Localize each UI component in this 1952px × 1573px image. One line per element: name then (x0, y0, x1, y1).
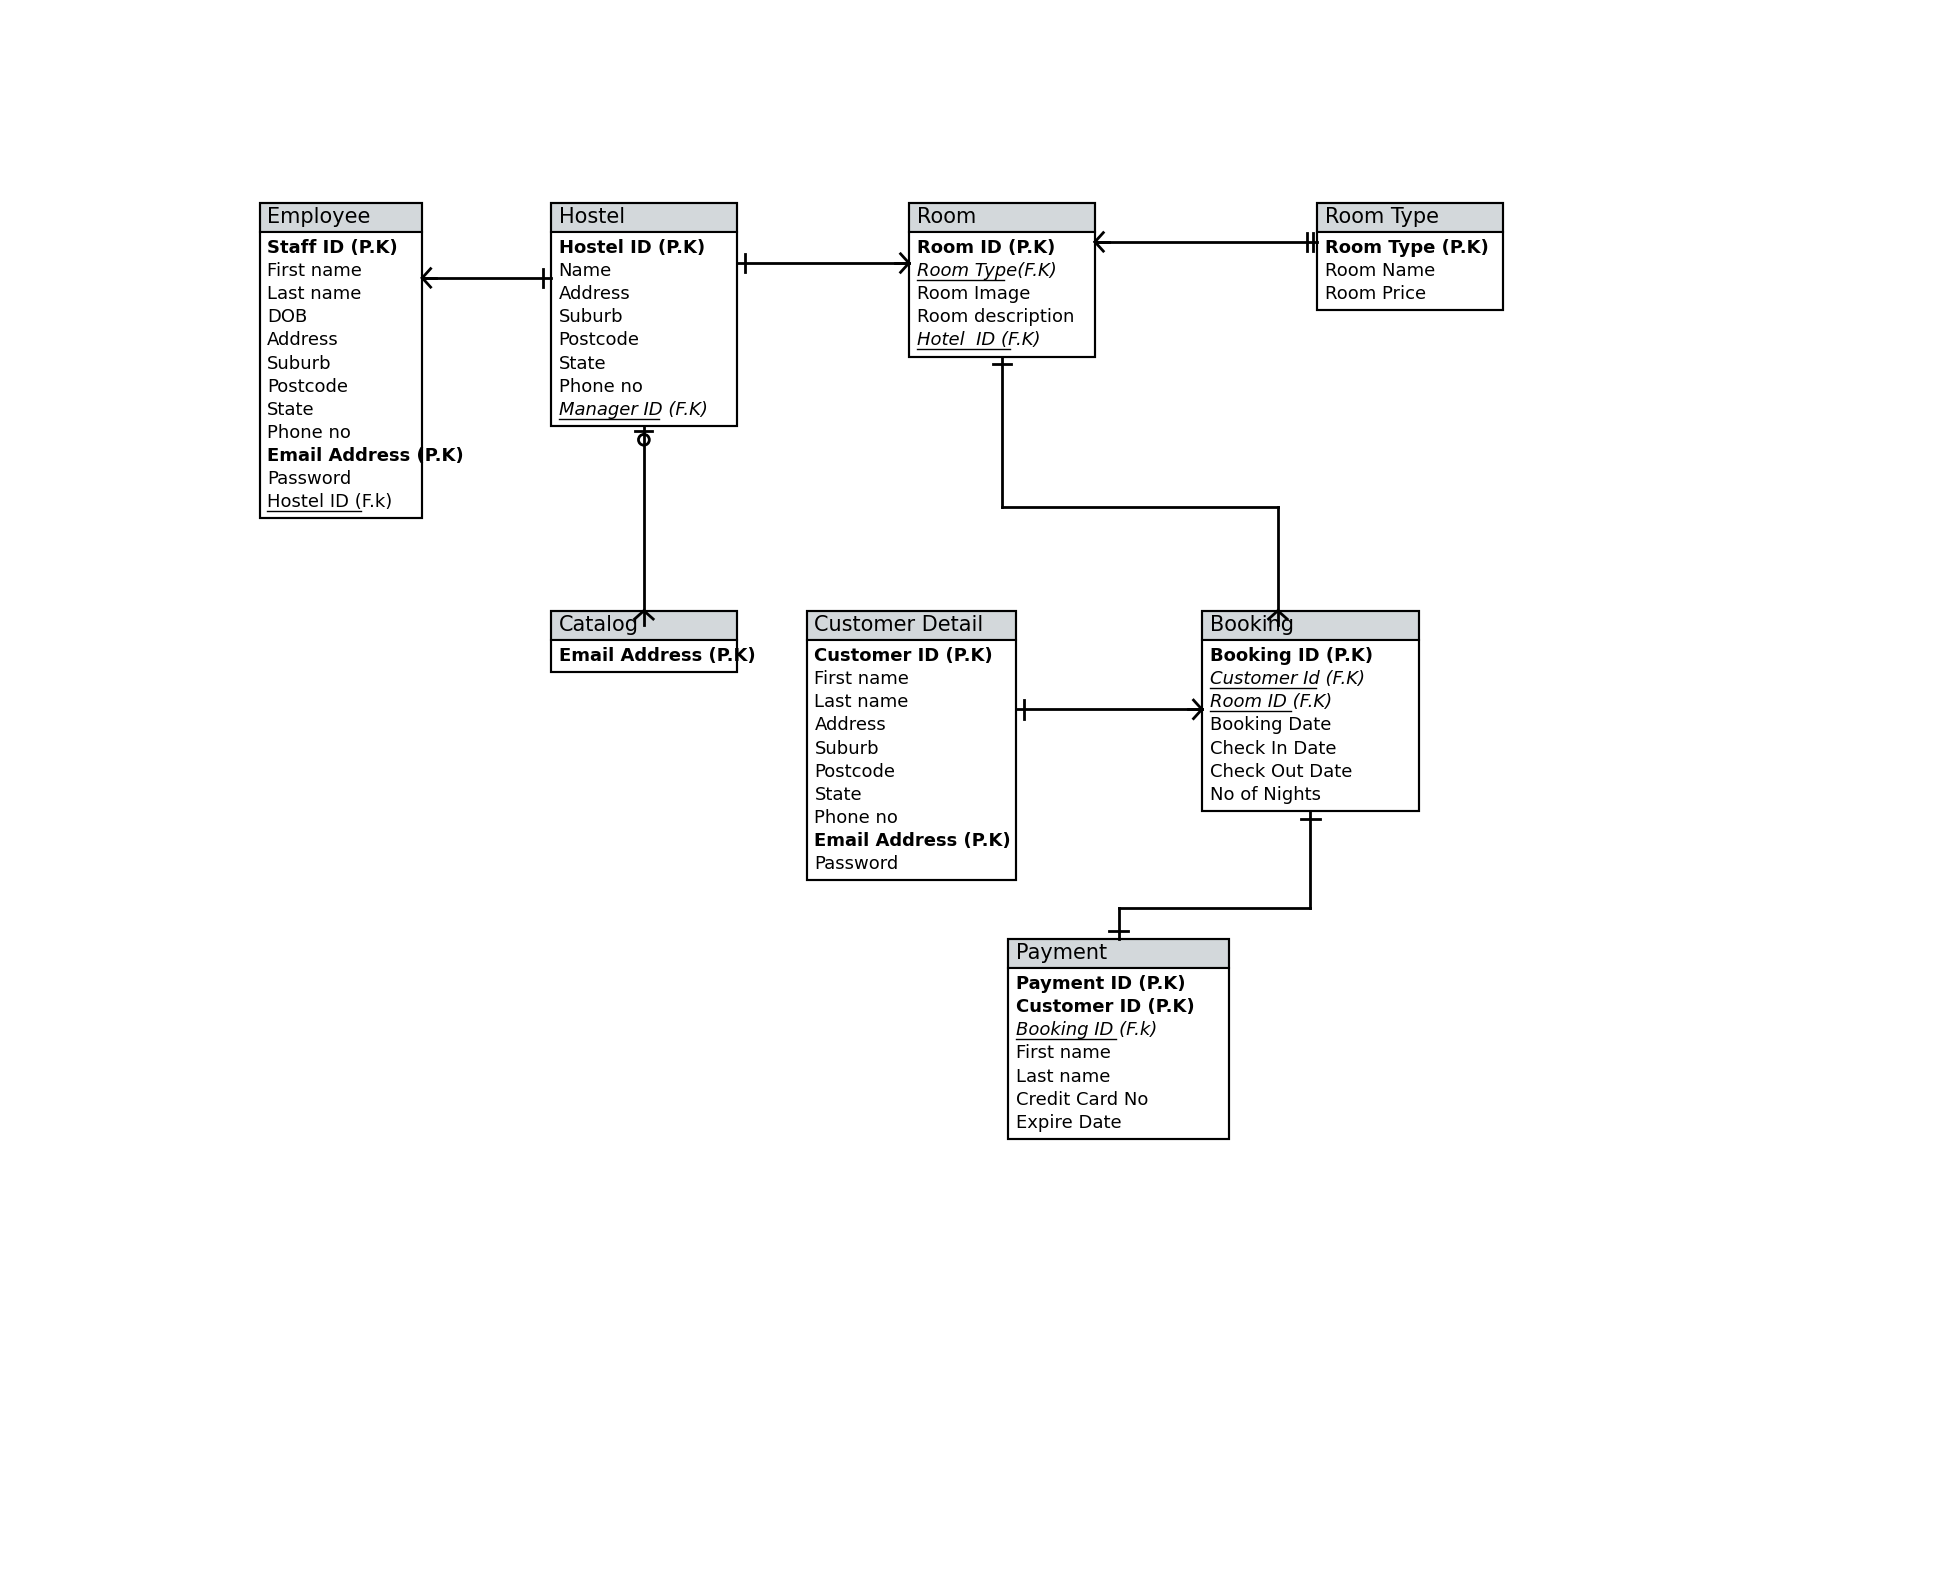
Bar (550, 203, 738, 231)
Text: State: State (558, 354, 607, 373)
Bar (1318, 231, 1503, 310)
Text: Payment: Payment (1015, 944, 1107, 963)
Text: First name: First name (267, 263, 363, 280)
Text: DOB: DOB (267, 308, 308, 326)
Text: Hostel: Hostel (558, 208, 625, 227)
Bar (260, 231, 422, 519)
Text: Room description: Room description (917, 308, 1074, 326)
Text: Customer Detail: Customer Detail (814, 615, 984, 635)
Text: Email Address (P.K): Email Address (P.K) (558, 647, 755, 665)
Text: Hotel  ID (F.K): Hotel ID (F.K) (917, 332, 1040, 349)
Text: Email Address (P.K): Email Address (P.K) (814, 832, 1011, 849)
Text: Room Name: Room Name (1325, 263, 1435, 280)
Text: Password: Password (267, 470, 351, 488)
Text: First name: First name (1015, 1044, 1111, 1062)
Text: No of Nights: No of Nights (1210, 786, 1322, 804)
Bar (1202, 640, 1419, 812)
Text: Name: Name (558, 263, 611, 280)
Text: Payment ID (P.K): Payment ID (P.K) (1015, 975, 1185, 993)
Bar (1318, 203, 1503, 310)
Bar (550, 640, 738, 672)
Text: Booking ID (P.K): Booking ID (P.K) (1210, 647, 1372, 665)
Text: Booking ID (F.k): Booking ID (F.k) (1015, 1021, 1158, 1040)
Bar (806, 610, 1015, 640)
Text: Email Address (P.K): Email Address (P.K) (267, 447, 465, 466)
Text: Phone no: Phone no (814, 809, 898, 827)
Text: Employee: Employee (267, 208, 371, 227)
Text: Expire Date: Expire Date (1015, 1114, 1122, 1131)
Text: Catalog: Catalog (558, 615, 638, 635)
Text: First name: First name (814, 670, 910, 689)
Text: State: State (814, 786, 863, 804)
Bar (550, 610, 738, 640)
Text: Suburb: Suburb (558, 308, 623, 326)
Bar (1007, 939, 1230, 1139)
Bar (910, 203, 1095, 357)
Bar (1007, 939, 1230, 967)
Text: Room ID (P.K): Room ID (P.K) (917, 239, 1054, 256)
Text: Booking: Booking (1210, 615, 1294, 635)
Text: State: State (267, 401, 314, 418)
Text: Suburb: Suburb (267, 354, 332, 373)
Text: Room Image: Room Image (917, 285, 1031, 304)
Text: Booking Date: Booking Date (1210, 716, 1331, 735)
Text: Address: Address (267, 332, 340, 349)
Text: Last name: Last name (814, 694, 910, 711)
Text: Manager ID (F.K): Manager ID (F.K) (558, 401, 707, 418)
Text: Suburb: Suburb (814, 739, 878, 758)
Text: Last name: Last name (267, 285, 361, 304)
Text: Room Price: Room Price (1325, 285, 1427, 304)
Text: Customer ID (P.K): Customer ID (P.K) (814, 647, 994, 665)
Text: Postcode: Postcode (814, 763, 896, 780)
Bar (910, 231, 1095, 357)
Text: Room Type: Room Type (1325, 208, 1439, 227)
Bar (260, 203, 422, 519)
Text: Check In Date: Check In Date (1210, 739, 1337, 758)
Bar (806, 640, 1015, 881)
Text: Room: Room (917, 208, 976, 227)
Text: Last name: Last name (1015, 1068, 1111, 1085)
Text: Password: Password (814, 856, 898, 873)
Text: Staff ID (P.K): Staff ID (P.K) (267, 239, 398, 256)
Text: Postcode: Postcode (267, 378, 347, 396)
Bar (260, 203, 422, 231)
Bar (1007, 967, 1230, 1139)
Bar (550, 610, 738, 672)
Bar (550, 203, 738, 426)
Text: Check Out Date: Check Out Date (1210, 763, 1353, 780)
Bar (550, 231, 738, 426)
Text: Phone no: Phone no (558, 378, 642, 396)
Text: Room Type (P.K): Room Type (P.K) (1325, 239, 1489, 256)
Bar (1318, 203, 1503, 231)
Text: Hostel ID (P.K): Hostel ID (P.K) (558, 239, 705, 256)
Text: Credit Card No: Credit Card No (1015, 1090, 1148, 1109)
Text: Customer ID (P.K): Customer ID (P.K) (1015, 999, 1195, 1016)
Text: Phone no: Phone no (267, 423, 351, 442)
Text: Customer Id (F.K): Customer Id (F.K) (1210, 670, 1364, 689)
Text: Hostel ID (F.k): Hostel ID (F.k) (267, 494, 392, 511)
Text: Room ID (F.K): Room ID (F.K) (1210, 694, 1331, 711)
Text: Postcode: Postcode (558, 332, 640, 349)
Bar (910, 203, 1095, 231)
Text: Address: Address (558, 285, 630, 304)
Bar (1202, 610, 1419, 640)
Bar (1202, 610, 1419, 812)
Text: Address: Address (814, 716, 886, 735)
Text: Room Type(F.K): Room Type(F.K) (917, 263, 1056, 280)
Bar (806, 610, 1015, 881)
